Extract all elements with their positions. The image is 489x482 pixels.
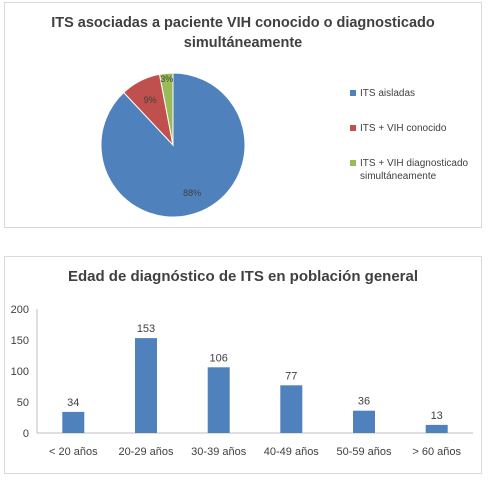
- pie-slice-its-vih-diagnosticado-simult-neamente: [158, 72, 174, 146]
- y-tick-label: 100: [11, 366, 29, 378]
- pie-chart: 88% 9% 3%: [100, 72, 246, 218]
- bar-data-label: 34: [67, 397, 79, 409]
- legend-label: ITS + VIH diagnosticado simultáneamente: [360, 158, 469, 182]
- x-tick-label: 40-49 años: [264, 446, 320, 458]
- bar-data-label: 153: [137, 323, 155, 335]
- x-tick-label: 20-29 años: [118, 446, 174, 458]
- legend-item-its-vih-conocido: ITS + VIH conocido: [350, 122, 480, 135]
- legend-swatch: [350, 90, 356, 96]
- x-tick-label: 30-39 años: [191, 446, 247, 458]
- bar-data-label: 13: [431, 410, 443, 422]
- pie-chart-title: ITS asociadas a paciente VIH conocido o …: [51, 15, 435, 51]
- bar-data-label: 77: [285, 370, 297, 382]
- y-tick-label: 150: [11, 335, 29, 347]
- legend-item-its-aisladas: ITS aisladas: [350, 87, 480, 100]
- legend-item-its-vih-diagnosticado-simult-neamente: ITS + VIH diagnosticado simultáneamente: [350, 157, 480, 183]
- legend-swatch: [350, 125, 356, 131]
- y-tick-label: 200: [11, 304, 29, 316]
- bar-30-39-a-os: [207, 367, 230, 433]
- bar-60-a-os: [425, 424, 448, 433]
- pie-data-label-its-vih-conocido: 9%: [144, 95, 157, 105]
- legend-label: ITS + VIH conocido: [360, 123, 447, 134]
- legend-label: ITS aisladas: [360, 88, 416, 99]
- bar-20-29-a-os: [135, 338, 157, 433]
- bar-chart-title: Edad de diagnóstico de ITS en población …: [67, 268, 419, 285]
- pie-chart-panel: ITS asociadas a paciente VIH conocido o …: [4, 2, 482, 228]
- y-tick-label: 50: [17, 397, 29, 409]
- pie-legend: ITS aisladas ITS + VIH conocido ITS + VIH …: [350, 87, 480, 183]
- bar-chart-panel: Edad de diagnóstico de ITS en población …: [4, 256, 482, 474]
- y-tick-label: 0: [23, 428, 29, 440]
- x-tick-label: < 20 años: [49, 446, 98, 458]
- x-tick-label: 50-59 años: [336, 446, 392, 458]
- bar-chart: 0 50 100 150 200 34 < 20 años 153 20-29 años 106 3…: [11, 304, 473, 458]
- bar-20-a-os: [62, 411, 85, 433]
- x-tick-label: > 60 años: [412, 446, 461, 458]
- bar-50-59-a-os: [353, 410, 375, 433]
- bar-data-label: 106: [210, 352, 228, 364]
- pie-data-label-its-vih-diagnosticado-simult-neamente: 3%: [160, 74, 173, 84]
- bar-40-49-a-os: [280, 385, 303, 433]
- pie-data-label-its-aisladas: 88%: [183, 188, 201, 198]
- legend-swatch: [350, 160, 356, 166]
- bar-data-label: 36: [358, 396, 370, 408]
